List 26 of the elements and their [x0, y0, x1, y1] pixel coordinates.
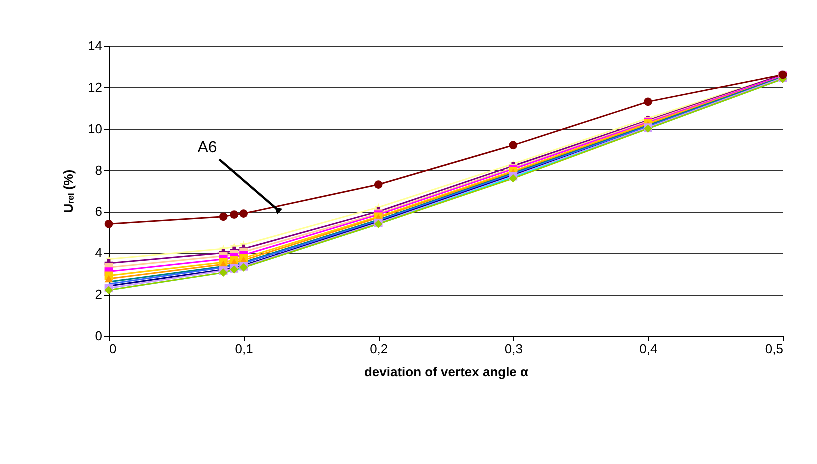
y-tick-label: 10	[88, 121, 102, 136]
y-tick-label: 8	[95, 162, 102, 178]
point	[104, 220, 114, 228]
point	[509, 141, 518, 150]
x-axis-title: deviation of vertex angle α	[364, 364, 529, 380]
point	[219, 268, 228, 278]
point	[104, 275, 114, 283]
annotation: A6	[198, 140, 218, 157]
x-tick-label: 0,4	[640, 342, 658, 356]
y-tick-label: 14	[88, 38, 102, 54]
x-tick-label: 0,3	[504, 342, 523, 356]
y-tick-label: 2	[95, 287, 102, 302]
point	[644, 98, 652, 106]
point	[230, 210, 239, 219]
x-tick-label: 0,1	[235, 342, 254, 356]
y-tick-label: 12	[88, 80, 102, 95]
y-tick-label: 6	[95, 204, 102, 220]
x-tick-label: 0	[110, 342, 117, 356]
x-tick-label: 0,5	[765, 342, 784, 356]
y-tick-label: 4	[95, 246, 102, 261]
x-tick-label: 0,2	[370, 342, 388, 356]
point	[240, 210, 248, 218]
y-tick-label: 0	[95, 328, 102, 344]
point	[219, 212, 228, 222]
point	[374, 180, 383, 189]
y-axis-title: Uᵣₑₗ (%)	[61, 170, 76, 214]
